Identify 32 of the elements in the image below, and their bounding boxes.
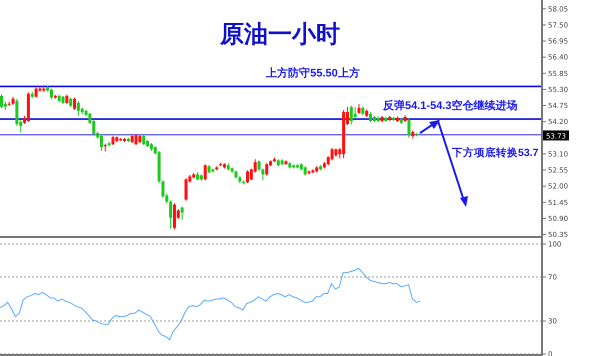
candlestick xyxy=(100,134,103,152)
text: 原油一小时 xyxy=(220,19,340,48)
candlestick xyxy=(180,206,184,220)
candlestick xyxy=(330,148,334,161)
candlestick xyxy=(34,87,38,98)
candlestick xyxy=(354,106,357,119)
candlestick xyxy=(184,178,188,202)
candlestick xyxy=(350,105,353,126)
candlestick xyxy=(76,100,80,116)
candlestick xyxy=(111,135,114,146)
candlestick xyxy=(265,162,268,176)
candlestick xyxy=(357,104,360,115)
candlestick xyxy=(407,118,410,138)
ref-line-label: 下方项底转换53.7 xyxy=(451,146,539,160)
candlestick xyxy=(65,94,68,105)
ref-line-label: 反弹54.1-54.3空仓继续进场 xyxy=(382,99,518,112)
candlestick xyxy=(142,134,146,146)
candlestick xyxy=(369,112,372,123)
candlestick xyxy=(172,202,176,230)
candlestick xyxy=(261,168,264,181)
candlestick xyxy=(0,94,3,109)
candlestick xyxy=(204,164,207,181)
line-series xyxy=(0,268,420,340)
candlestick xyxy=(69,97,72,108)
candlestick xyxy=(246,170,250,184)
candlestick xyxy=(258,160,261,172)
ref-line-label: 上方防守55.50上方 xyxy=(265,66,360,80)
candlestick xyxy=(73,97,76,110)
candlestick xyxy=(161,180,164,198)
candlestick xyxy=(134,134,138,146)
candlestick xyxy=(304,166,307,176)
candlestick xyxy=(50,88,53,100)
